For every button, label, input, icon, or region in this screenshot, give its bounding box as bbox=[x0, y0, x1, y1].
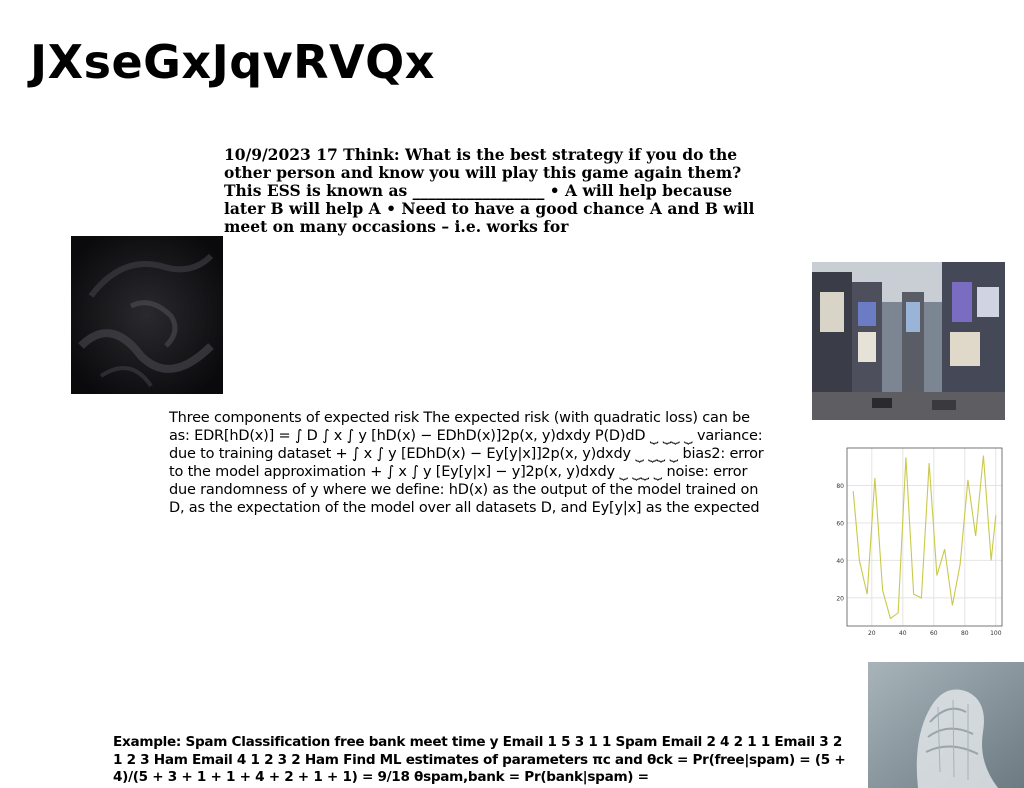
x-tick-label: 40 bbox=[899, 630, 907, 637]
x-tick-label: 100 bbox=[990, 630, 1002, 637]
text-block-ess: 10/9/2023 17 Think: What is the best str… bbox=[224, 145, 755, 236]
text-block-expected-risk: Three components of expected risk The ex… bbox=[169, 410, 764, 516]
text-block-spam-example: Example: Spam Classification free bank m… bbox=[113, 734, 846, 785]
series-line bbox=[852, 455, 997, 620]
x-tick-label: 20 bbox=[868, 630, 876, 637]
sculpture-image bbox=[868, 662, 1024, 788]
y-tick-label: 20 bbox=[836, 595, 844, 602]
y-tick-label: 60 bbox=[836, 520, 844, 527]
x-tick-label: 80 bbox=[961, 630, 969, 637]
x-tick-label: 60 bbox=[930, 630, 938, 637]
dark-abstract-image bbox=[71, 236, 223, 394]
city-street-image bbox=[812, 262, 1005, 420]
y-tick-label: 40 bbox=[836, 558, 844, 565]
plot-frame bbox=[846, 447, 1003, 627]
line-chart: 20 40 60 80 20 40 60 80 100 bbox=[830, 440, 1006, 642]
slide-title: JXseGxJqvRVQx bbox=[30, 35, 435, 89]
y-tick-label: 80 bbox=[836, 483, 844, 490]
